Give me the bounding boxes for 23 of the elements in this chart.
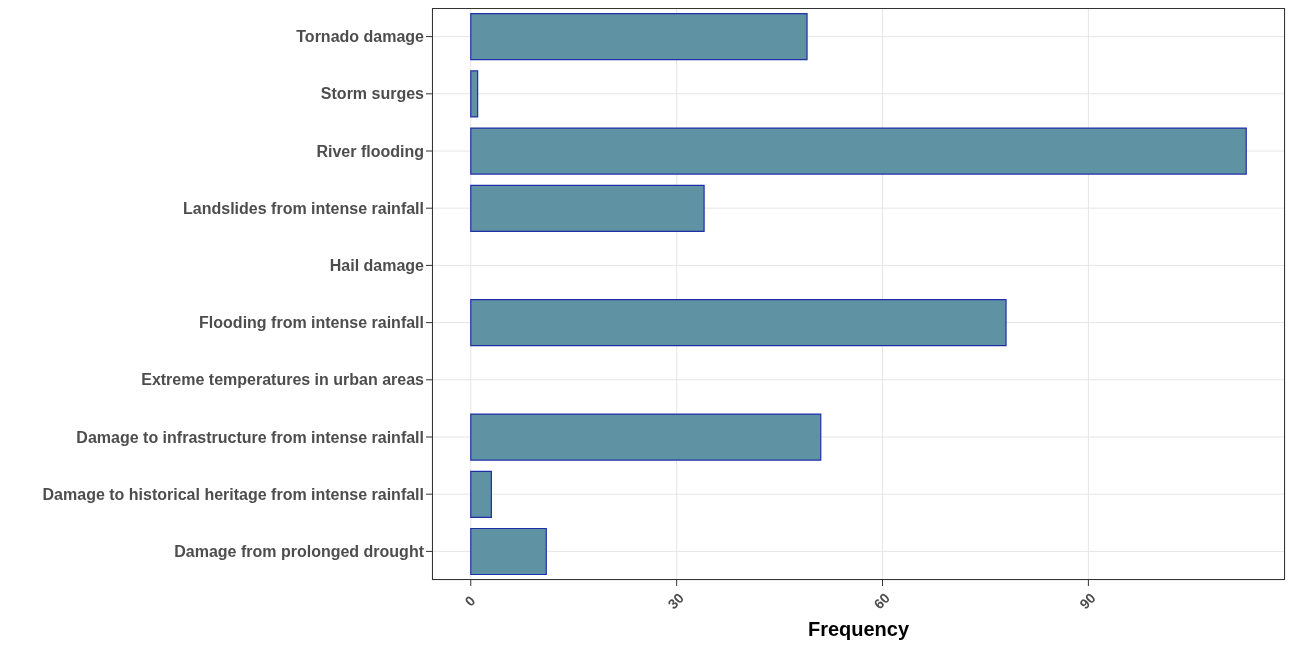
- y-tick-label: Hail damage: [329, 257, 425, 275]
- x-axis-title: Frequency: [807, 618, 910, 640]
- y-tick-label: Storm surges: [320, 85, 425, 103]
- bar: [470, 470, 492, 518]
- bar: [470, 70, 479, 118]
- y-tick-label: River flooding: [316, 142, 424, 160]
- x-tick-label: 60: [870, 589, 893, 613]
- x-tick-label: 90: [1076, 589, 1099, 613]
- y-tick-label: Landslides from intense rainfall: [183, 199, 424, 217]
- y-tick-label: Damage to historical heritage from intense rainfall: [42, 485, 424, 503]
- y-tick-label: Tornado damage: [296, 28, 425, 46]
- bar: [470, 527, 547, 576]
- y-tick-label: Damage to infrastructure from intense rainfall: [76, 428, 424, 446]
- x-tick-label: 0: [461, 592, 479, 610]
- bar: [470, 184, 705, 232]
- x-tick-label: 30: [664, 589, 688, 613]
- y-tick-label: Extreme temperatures in urban areas: [141, 371, 425, 389]
- bar: [470, 13, 808, 61]
- bar: [470, 127, 1247, 175]
- y-tick-label: Flooding from intense rainfall: [199, 314, 424, 332]
- bar: [470, 299, 1007, 347]
- y-tick-label: Damage from prolonged drought: [174, 543, 425, 561]
- bar: [470, 413, 822, 461]
